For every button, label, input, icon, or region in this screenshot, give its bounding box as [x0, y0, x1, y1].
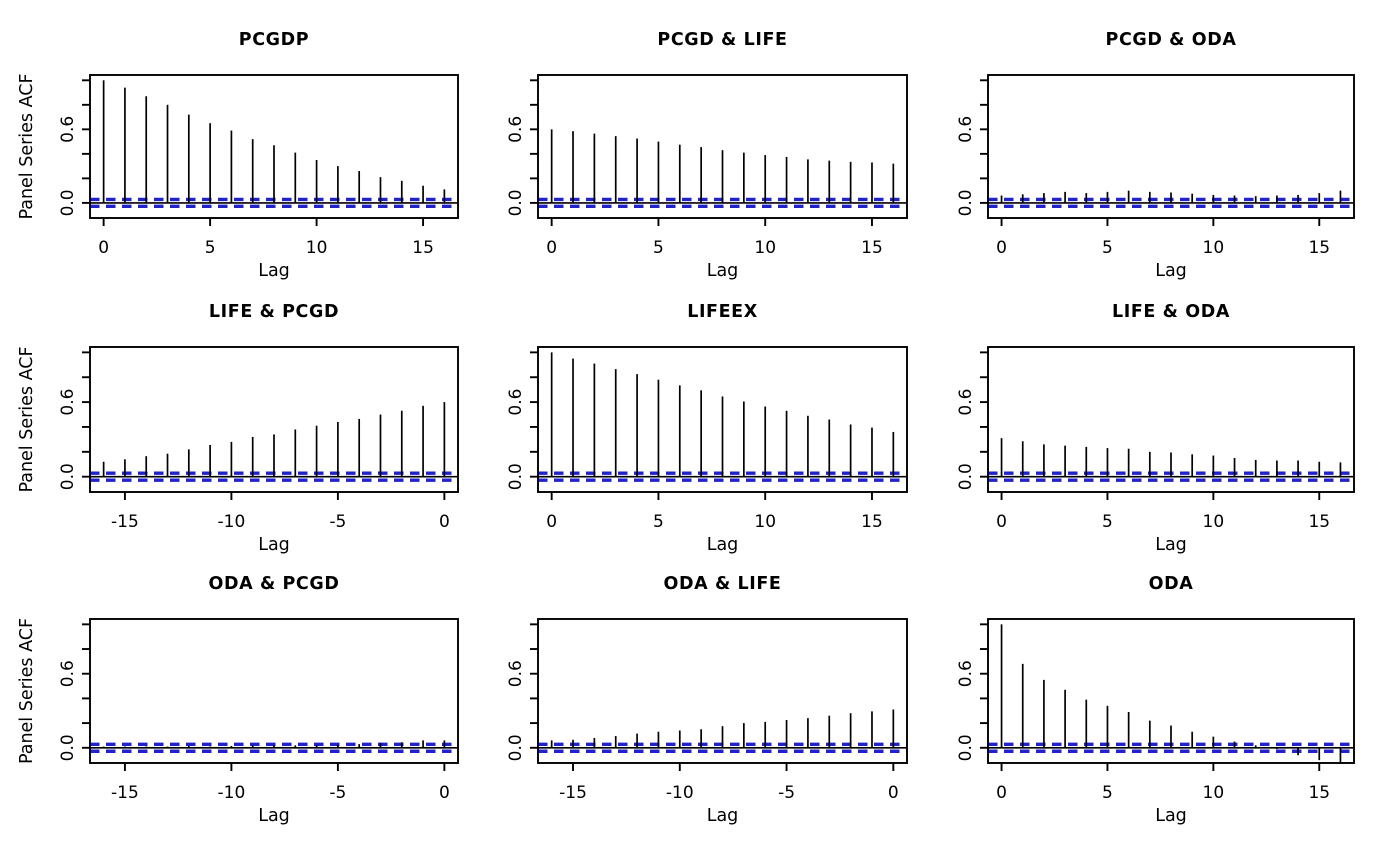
- svg-text:0.0: 0.0: [506, 734, 526, 761]
- svg-text:0.6: 0.6: [58, 660, 78, 687]
- y-axis-label: Panel Series ACF: [17, 73, 37, 219]
- svg-text:-10: -10: [666, 783, 694, 803]
- svg-text:10: 10: [754, 512, 776, 532]
- panel-title: ODA & PCGD: [209, 574, 340, 594]
- x-axis-label: Lag: [1155, 535, 1187, 555]
- svg-text:0: 0: [888, 783, 899, 803]
- acf-panel-life-pcgd: LIFE & PCGD Panel Series ACF 0.0 0.6 -15 -1…: [17, 302, 459, 555]
- plot-area: 0.0 0.6 0 5 10 15: [506, 74, 908, 258]
- svg-text:0: 0: [98, 238, 109, 258]
- svg-text:0.0: 0.0: [506, 463, 526, 490]
- acf-panel-pcgd-oda: PCGD & ODA 0.0 0.6 0 5 10 15 Lag: [956, 30, 1355, 281]
- plot-area: 0.0 0.6 0 5 10 15: [58, 74, 459, 258]
- svg-text:0.6: 0.6: [506, 389, 526, 416]
- svg-text:15: 15: [1308, 238, 1330, 258]
- plot-area: 0.0 0.6 -15 -10 -5 0: [58, 618, 459, 803]
- svg-text:10: 10: [306, 238, 328, 258]
- plot-area: 0.0 0.6 0 5 10 15: [956, 618, 1355, 803]
- svg-text:0.6: 0.6: [956, 389, 976, 416]
- svg-text:15: 15: [1308, 783, 1330, 803]
- svg-text:5: 5: [1102, 512, 1113, 532]
- acf-panel-oda: ODA 0.0 0.6 0 5 10 15 Lag: [956, 574, 1355, 826]
- svg-text:-10: -10: [218, 512, 246, 532]
- svg-text:0.0: 0.0: [956, 734, 976, 761]
- svg-text:0.0: 0.0: [956, 189, 976, 216]
- panel-title: ODA & LIFE: [664, 574, 782, 594]
- x-axis-label: Lag: [707, 806, 739, 826]
- svg-text:5: 5: [1102, 783, 1113, 803]
- svg-text:5: 5: [653, 238, 664, 258]
- svg-text:10: 10: [1203, 512, 1225, 532]
- panel-title: PCGDP: [239, 30, 309, 50]
- acf-panel-pcgdp: PCGDP Panel Series ACF 0.0 0.6 0 5 10 15 Lag: [17, 30, 459, 281]
- svg-text:5: 5: [1102, 238, 1113, 258]
- svg-text:0.6: 0.6: [58, 116, 78, 143]
- svg-text:0: 0: [996, 512, 1007, 532]
- svg-text:0: 0: [439, 512, 450, 532]
- plot-area: 0.0 0.6 -15 -10 -5 0: [58, 346, 459, 532]
- svg-text:0.0: 0.0: [506, 189, 526, 216]
- svg-text:0: 0: [546, 238, 557, 258]
- panel-title: PCGD & ODA: [1106, 30, 1237, 50]
- panel-title: PCGD & LIFE: [657, 30, 787, 50]
- svg-text:0: 0: [439, 783, 450, 803]
- x-axis-label: Lag: [1155, 806, 1187, 826]
- svg-text:15: 15: [412, 238, 434, 258]
- svg-text:10: 10: [754, 238, 776, 258]
- acf-panel-oda-life: ODA & LIFE 0.0 0.6 -15 -10 -5 0 Lag: [506, 574, 908, 826]
- svg-text:0.0: 0.0: [58, 189, 78, 216]
- svg-text:0.0: 0.0: [58, 463, 78, 490]
- plot-area: 0.0 0.6 0 5 10 15: [956, 346, 1355, 532]
- svg-text:10: 10: [1203, 783, 1225, 803]
- plot-area: 0.0 0.6 -15 -10 -5 0: [506, 618, 908, 803]
- svg-text:5: 5: [205, 238, 216, 258]
- svg-text:0.0: 0.0: [956, 463, 976, 490]
- svg-text:-15: -15: [111, 512, 139, 532]
- acf-panel-pcgd-life: PCGD & LIFE 0.0 0.6 0 5 10 15 Lag: [506, 30, 908, 281]
- panel-title: LIFE & PCGD: [209, 302, 339, 322]
- svg-text:15: 15: [861, 512, 883, 532]
- svg-text:15: 15: [1308, 512, 1330, 532]
- svg-text:-5: -5: [329, 512, 346, 532]
- acf-panel-life-oda: LIFE & ODA 0.0 0.6 0 5 10 15 Lag: [956, 302, 1355, 555]
- svg-text:0: 0: [546, 512, 557, 532]
- svg-text:0.0: 0.0: [58, 734, 78, 761]
- panel-title: LIFEEX: [687, 302, 758, 322]
- plot-area: 0.0 0.6 0 5 10 15: [956, 74, 1355, 258]
- svg-text:0.6: 0.6: [506, 660, 526, 687]
- plot-area: 0.0 0.6 0 5 10 15: [506, 346, 908, 532]
- svg-text:5: 5: [653, 512, 664, 532]
- acf-panel-lifeex: LIFEEX 0.0 0.6 0 5 10 15 Lag: [506, 302, 908, 555]
- svg-text:15: 15: [861, 238, 883, 258]
- x-axis-label: Lag: [258, 535, 290, 555]
- x-axis-label: Lag: [1155, 261, 1187, 281]
- svg-text:-15: -15: [559, 783, 587, 803]
- svg-text:0: 0: [996, 783, 1007, 803]
- svg-text:0.6: 0.6: [956, 660, 976, 687]
- x-axis-label: Lag: [707, 261, 739, 281]
- svg-text:-10: -10: [218, 783, 246, 803]
- y-axis-label: Panel Series ACF: [17, 346, 37, 492]
- svg-text:0.6: 0.6: [956, 116, 976, 143]
- svg-text:0.6: 0.6: [506, 116, 526, 143]
- panel-title: LIFE & ODA: [1112, 302, 1230, 322]
- x-axis-label: Lag: [258, 261, 290, 281]
- panel-title: ODA: [1149, 574, 1194, 594]
- x-axis-label: Lag: [707, 535, 739, 555]
- svg-text:0: 0: [996, 238, 1007, 258]
- acf-panel-oda-pcgd: ODA & PCGD Panel Series ACF 0.0 0.6 -15 -10…: [17, 574, 459, 826]
- svg-text:0.6: 0.6: [58, 389, 78, 416]
- svg-text:-15: -15: [111, 783, 139, 803]
- x-axis-label: Lag: [258, 806, 290, 826]
- y-axis-label: Panel Series ACF: [17, 618, 37, 764]
- svg-text:-5: -5: [778, 783, 795, 803]
- svg-text:-5: -5: [329, 783, 346, 803]
- svg-text:10: 10: [1203, 238, 1225, 258]
